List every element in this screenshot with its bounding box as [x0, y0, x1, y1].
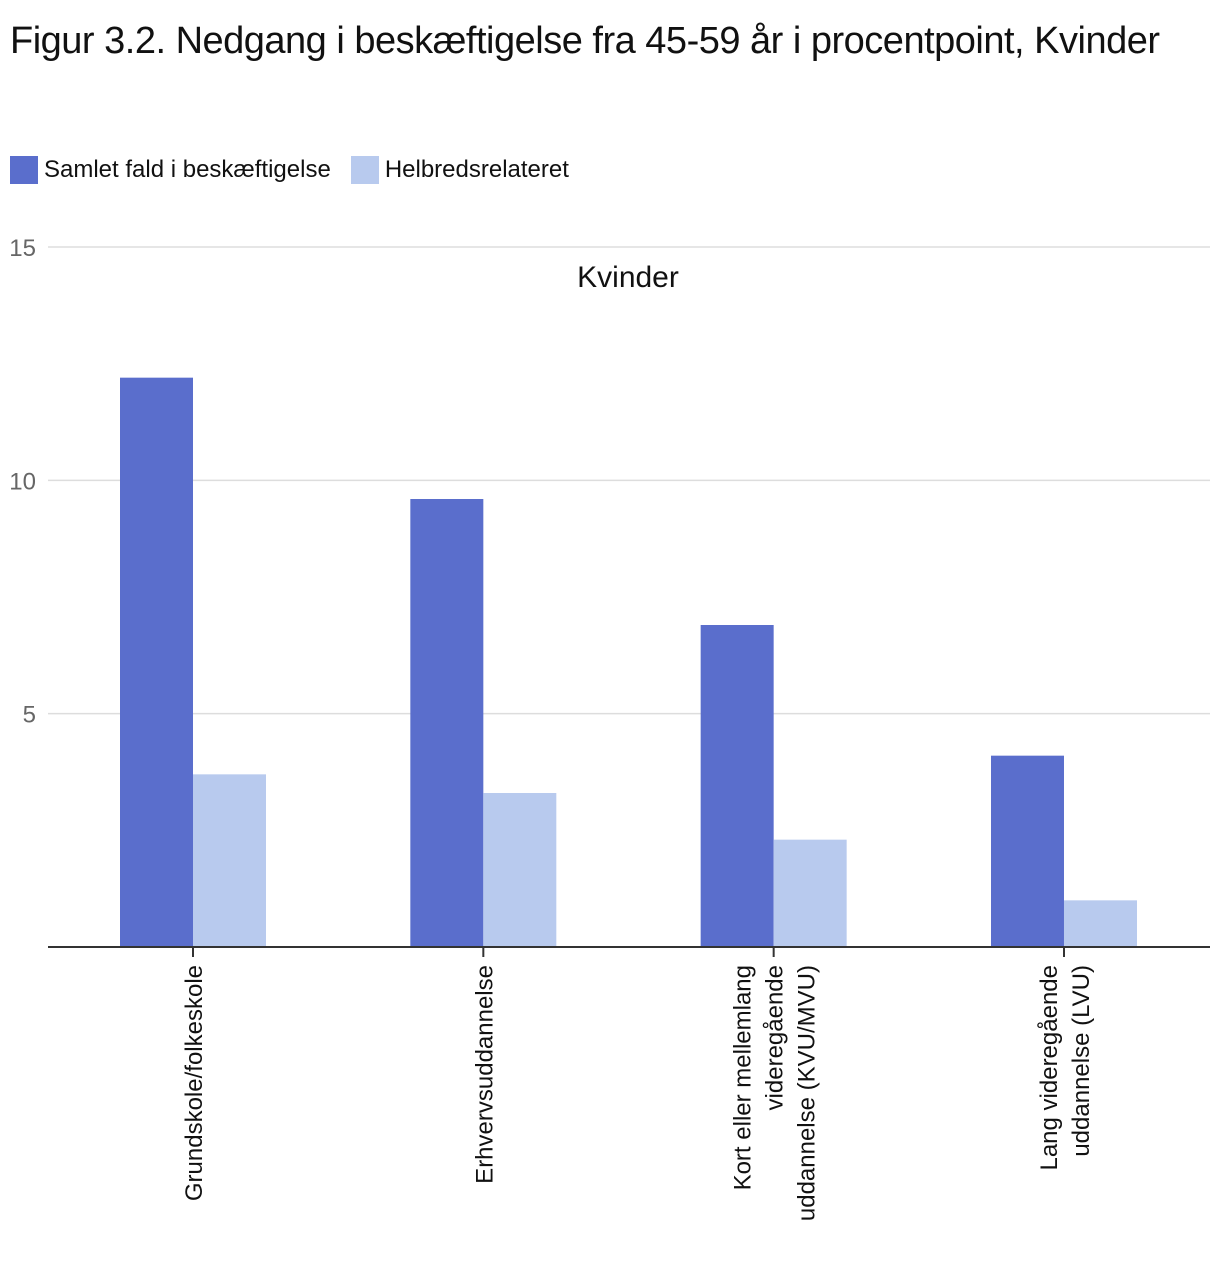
- x-axis-ticks: Grundskole/folkeskole Erhvervsuddannelse K…: [181, 947, 1095, 1221]
- x-tick-label-1-line-0: Erhvervsuddannelse: [471, 965, 498, 1184]
- gridlines: [48, 246, 1210, 715]
- panel-title: Kvinder: [577, 261, 679, 294]
- y-tick-label-10: 10: [9, 468, 36, 495]
- bars: [120, 377, 1137, 948]
- x-tick-label-2-line-0: Kort eller mellemlang: [730, 965, 757, 1190]
- chart-title: Figur 3.2. Nedgang i beskæftigelse fra 4…: [10, 20, 1160, 62]
- x-tick-label-0-line-0: Grundskole/folkeskole: [181, 965, 208, 1201]
- x-tick-label-3-line-0: Lang videregående: [1036, 965, 1063, 1171]
- bar-helbred-0: [193, 774, 266, 947]
- bar-samlet-3: [990, 755, 1064, 947]
- bar-helbred-2: [773, 839, 847, 947]
- x-tick-label-2-line-2: uddannelse (KVU/MVU): [794, 965, 821, 1221]
- y-tick-label-15: 15: [9, 235, 36, 262]
- legend-item-samlet: Samlet fald i beskæftigelse: [10, 156, 331, 184]
- legend-label-helbred: Helbredsrelateret: [384, 156, 569, 183]
- x-tick-label-3: Lang videregående uddannelse (LVU): [1036, 965, 1095, 1171]
- y-axis-ticks: 5 10 15: [9, 235, 36, 729]
- bar-samlet-2: [700, 625, 774, 947]
- x-tick-label-3-line-1: uddannelse (LVU): [1068, 965, 1095, 1157]
- x-tick-label-2: Kort eller mellemlang videregående uddanne…: [730, 965, 821, 1221]
- x-tick-label-1: Erhvervsuddannelse: [471, 965, 498, 1184]
- y-tick-label-5: 5: [23, 702, 36, 729]
- legend: Samlet fald i beskæftigelse Helbredsrela…: [10, 156, 569, 184]
- legend-item-helbred: Helbredsrelateret: [350, 156, 569, 184]
- legend-swatch-helbred: [350, 156, 379, 184]
- bar-samlet-0: [120, 377, 193, 948]
- x-tick-label-0: Grundskole/folkeskole: [181, 965, 208, 1201]
- legend-swatch-samlet: [10, 156, 38, 184]
- bar-helbred-3: [1063, 900, 1137, 947]
- x-tick-label-2-line-1: videregående: [762, 965, 789, 1110]
- bar-samlet-1: [410, 499, 484, 947]
- legend-label-samlet: Samlet fald i beskæftigelse: [44, 156, 331, 183]
- bar-helbred-1: [483, 793, 557, 947]
